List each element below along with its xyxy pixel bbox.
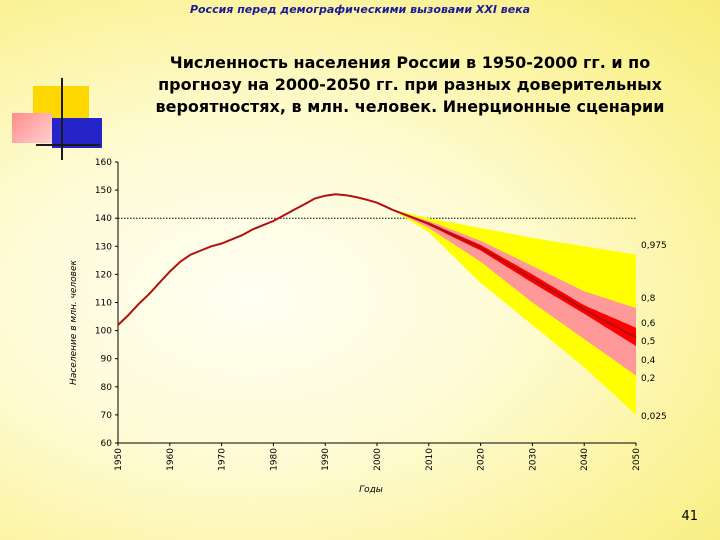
- x-tick-label: 1960: [166, 448, 176, 471]
- x-tick-label: 2020: [477, 448, 487, 471]
- band-02-08: [392, 209, 636, 376]
- y-tick-label: 70: [101, 411, 113, 421]
- slide-title: Численность населения России в 1950-2000…: [120, 52, 700, 118]
- x-tick-label: 2040: [580, 448, 590, 471]
- y-tick-label: 110: [95, 299, 112, 309]
- title-line-3: вероятностях, в млн. человек. Инерционны…: [155, 97, 665, 116]
- quantile-label: 0,4: [641, 356, 656, 366]
- y-tick-label: 80: [101, 383, 113, 393]
- page-number: 41: [681, 509, 698, 524]
- historical-line: [117, 193, 393, 326]
- x-tick-label: 2010: [425, 448, 435, 471]
- y-tick-label: 120: [95, 270, 112, 280]
- y-tick-label: 150: [95, 186, 112, 196]
- quantile-label: 0,5: [641, 337, 655, 347]
- x-tick-label: 2000: [373, 448, 383, 471]
- y-tick-label: 140: [95, 214, 112, 224]
- quantile-label: 0,8: [641, 294, 656, 304]
- title-line-1: Численность населения России в 1950-2000…: [169, 53, 651, 72]
- x-axis-label: Годы: [359, 485, 383, 495]
- x-tick-label: 1990: [321, 448, 331, 471]
- y-tick-label: 130: [95, 242, 112, 252]
- x-tick-label: 2050: [632, 448, 642, 471]
- median-forecast-line: [392, 208, 637, 339]
- decor-red-square: [12, 113, 52, 143]
- decor-vertical-line: [61, 78, 63, 160]
- y-tick-label: 100: [95, 327, 112, 337]
- y-tick-label: 160: [95, 158, 112, 168]
- title-line-2: прогнозу на 2000-2050 гг. при разных дов…: [158, 75, 662, 94]
- y-axis-label: Население в млн. человек: [69, 259, 79, 384]
- slide-header: Россия перед демографическими вызовами X…: [189, 3, 531, 16]
- quantile-label: 0,975: [641, 241, 667, 251]
- x-tick-label: 1970: [218, 448, 228, 471]
- x-tick-label: 2030: [528, 448, 538, 471]
- decor-blue-square: [52, 118, 102, 148]
- quantile-label: 0,025: [641, 412, 667, 422]
- x-tick-label: 1950: [114, 448, 124, 471]
- x-tick-label: 1980: [269, 448, 279, 471]
- y-tick-label: 90: [101, 355, 113, 365]
- y-tick-label: 60: [101, 439, 113, 449]
- band-0025-0975: [392, 209, 636, 415]
- quantile-label: 0,6: [641, 319, 656, 329]
- decor-horizontal-line: [36, 144, 100, 146]
- quantile-label: 0,2: [641, 374, 655, 384]
